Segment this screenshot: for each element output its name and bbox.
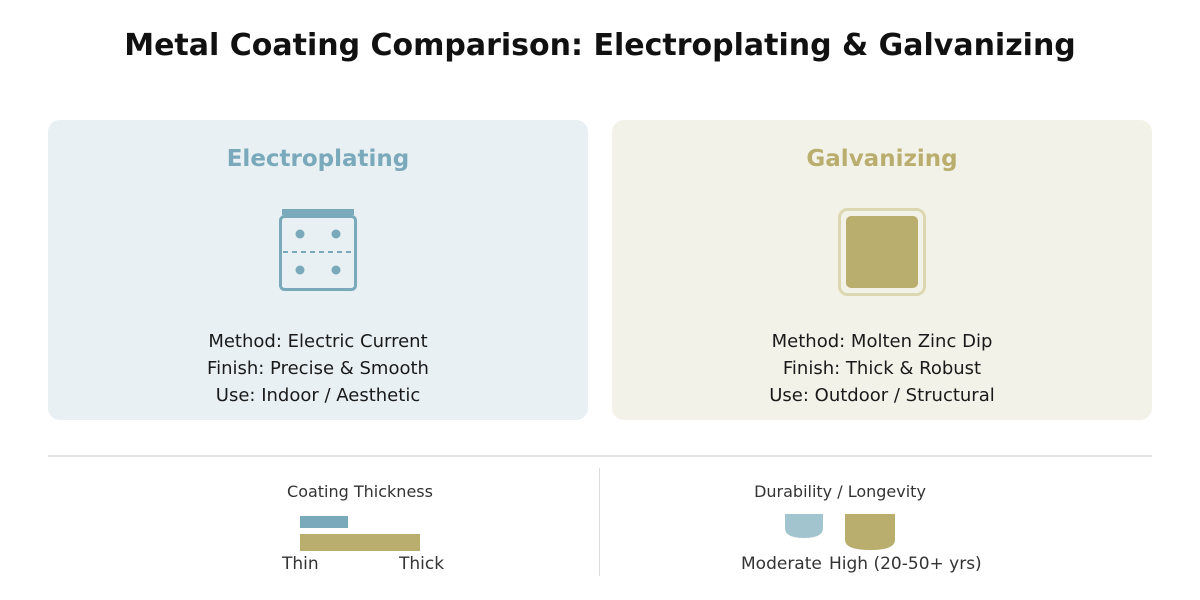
durability-cup-electroplating [785,514,823,538]
galvanizing-details: Method: Molten Zinc Dip Finish: Thick & … [612,328,1152,409]
durability-cup-galvanizing [845,514,895,550]
electroplating-details: Method: Electric Current Finish: Precise… [48,328,588,409]
electroplating-method: Method: Electric Current [208,331,428,352]
galvanizing-use: Use: Outdoor / Structural [769,385,995,406]
plating-tank-icon [279,209,357,291]
zinc-block-icon [838,208,926,296]
electroplating-title: Electroplating [226,146,410,172]
electroplating-card: Electroplating Method: Electric Current … [48,120,588,420]
galvanizing-title: Galvanizing [806,146,958,172]
galvanizing-finish: Finish: Thick & Robust [782,358,982,379]
electroplating-finish: Finish: Precise & Smooth [207,358,429,379]
durability-label-high: High (20-50+ yrs) [829,554,982,574]
thickness-chart-title: Coating Thickness [287,482,433,501]
metric-divider [599,468,600,576]
thickness-bar-electroplating [300,516,348,528]
section-divider [48,455,1152,457]
durability-label-moderate: Moderate [741,554,822,574]
thickness-tick-thick: Thick [399,554,445,574]
durability-chart-title: Durability / Longevity [754,482,926,501]
thickness-bar-galvanizing [300,534,420,551]
galvanizing-method: Method: Molten Zinc Dip [771,331,993,352]
page-title: Metal Coating Comparison: Electroplating… [124,28,1076,63]
thickness-tick-thin: Thin [282,554,319,574]
electroplating-use: Use: Indoor / Aesthetic [215,385,421,406]
galvanizing-card: Galvanizing Method: Molten Zinc Dip Fini… [612,120,1152,420]
